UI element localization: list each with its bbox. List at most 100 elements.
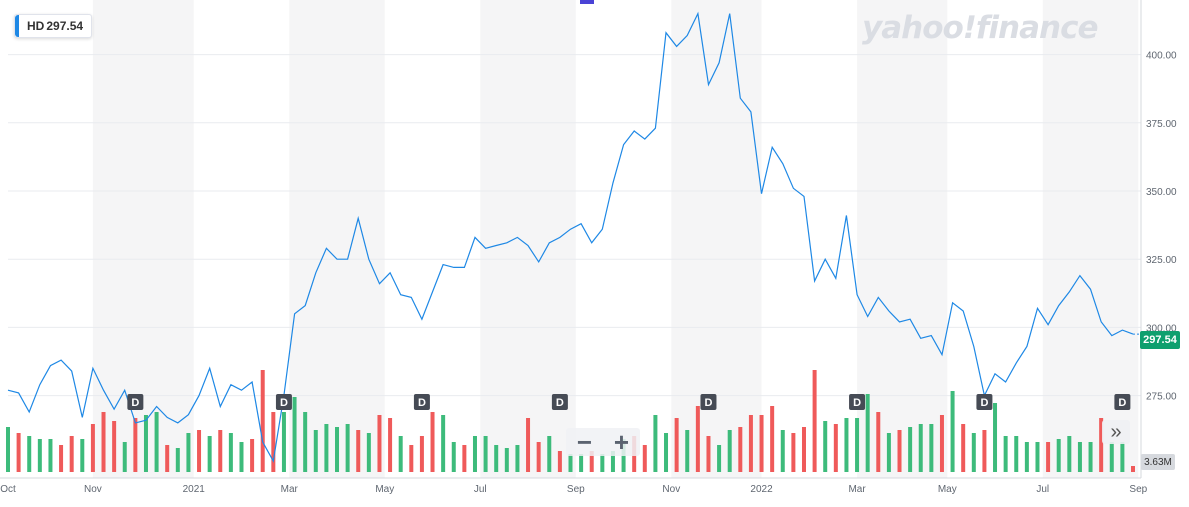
volume-bar	[483, 436, 488, 472]
dividend-marker[interactable]: D	[1114, 394, 1131, 410]
volume-bar	[929, 424, 934, 472]
grid-lines	[8, 54, 1141, 397]
volume-bar	[218, 430, 223, 472]
volume-bar	[462, 445, 467, 472]
ticker-chip[interactable]: HD 297.54	[14, 14, 93, 38]
dividend-marker[interactable]: D	[700, 394, 717, 410]
dividend-badge	[700, 394, 717, 410]
ticker-price: 297.54	[46, 19, 84, 33]
volume-bar	[886, 433, 891, 472]
x-tick-label: Mar	[848, 484, 866, 495]
price-line-hd	[7, 11, 1134, 463]
dividend-marker[interactable]: D	[413, 394, 430, 410]
volume-bar	[1109, 442, 1114, 472]
dividend-marker[interactable]: D	[551, 394, 568, 410]
volume-bar	[388, 418, 393, 472]
volume-bar	[1024, 442, 1029, 472]
x-tick-label: May	[938, 484, 957, 495]
volume-bar	[377, 415, 382, 472]
volume-bar	[80, 439, 85, 472]
range-marker[interactable]	[580, 0, 594, 4]
month-bands	[92, 0, 1139, 478]
dividend-badge	[127, 394, 144, 410]
volume-bar	[1077, 442, 1082, 472]
volume-bar	[250, 439, 255, 472]
scroll-forward-button[interactable]: »	[1102, 420, 1130, 444]
volume-bar	[175, 448, 180, 472]
x-tick-label: 2021	[183, 484, 206, 495]
y-tick-label: 400.00	[1146, 51, 1177, 62]
volume-bar	[939, 415, 944, 472]
x-tick-label: Jul	[1036, 484, 1049, 495]
volume-bar	[419, 436, 424, 472]
zoom-in-button[interactable]: +	[613, 427, 630, 457]
volume-bar	[855, 418, 860, 472]
volume-bar	[589, 451, 594, 472]
volume-bar	[908, 427, 913, 472]
x-tick-label: May	[375, 484, 394, 495]
y-tick-label: 325.00	[1146, 255, 1177, 266]
volume-bar	[69, 436, 74, 472]
volume-bar	[844, 418, 849, 472]
month-band	[857, 0, 948, 478]
volume-bar	[738, 427, 743, 472]
volume-bar	[1099, 418, 1104, 472]
volume-bar	[260, 370, 265, 472]
volume-bar	[430, 412, 435, 472]
volume-bar	[239, 442, 244, 472]
volume-bar	[335, 427, 340, 472]
volume-bar	[48, 439, 53, 472]
x-tick-label: Nov	[662, 484, 680, 495]
price-line-layer	[7, 11, 1141, 463]
volume-bar	[1120, 442, 1125, 472]
volume-bar	[865, 394, 870, 472]
volume-bar	[759, 415, 764, 472]
volume-bar	[292, 397, 297, 472]
volume-bar	[366, 433, 371, 472]
x-axis: Oct Nov 2021 Mar May Jul Sep Nov 2022 Mar May Jul Se…	[0, 477, 1148, 495]
volume-bar	[186, 433, 191, 472]
dividend-label: D	[853, 397, 861, 409]
volume-bar	[143, 415, 148, 472]
dividend-marker[interactable]: D	[275, 394, 292, 410]
volume-bar	[1088, 442, 1093, 472]
current-price-tag: 297.54	[1140, 331, 1180, 349]
volume-bar	[961, 424, 966, 472]
dividend-badge	[275, 394, 292, 410]
yahoo-finance-logo: yahoo!finance	[862, 10, 1098, 46]
volume-bar	[1131, 466, 1135, 472]
dividend-marker[interactable]: D	[849, 394, 866, 410]
volume-bar	[515, 445, 520, 472]
volume-bar	[664, 433, 669, 472]
dividend-marker[interactable]: D	[127, 394, 144, 410]
volume-bar	[197, 430, 202, 472]
volume-bar	[494, 445, 499, 472]
volume-bar	[59, 445, 64, 472]
volume-bar	[451, 442, 456, 472]
volume-bar	[1056, 439, 1061, 472]
volume-bar	[918, 424, 923, 472]
month-band	[289, 0, 385, 478]
x-tick-label: Sep	[1129, 484, 1147, 495]
volume-bar	[727, 430, 732, 472]
volume-bar	[536, 442, 541, 472]
volume-bar	[90, 424, 95, 472]
volume-bar	[674, 418, 679, 472]
volume-bar	[823, 421, 828, 472]
volume-bar	[780, 430, 785, 472]
volume-bar	[101, 412, 106, 472]
dividend-marker[interactable]: D	[976, 394, 993, 410]
volume-bar	[27, 436, 32, 472]
y-tick-label: 350.00	[1146, 187, 1177, 198]
y-tick-label: 375.00	[1146, 119, 1177, 130]
y-tick-label: 300.00	[1146, 323, 1177, 334]
volume-bar	[154, 412, 159, 472]
volume-bar	[472, 436, 477, 472]
y-axis: 275.00 300.00 325.00 350.00 375.00 400.00	[1140, 0, 1177, 478]
zoom-out-button[interactable]: −	[576, 427, 593, 457]
x-tick-label: Mar	[281, 484, 299, 495]
volume-bar	[791, 433, 796, 472]
volume-bar	[568, 454, 573, 472]
